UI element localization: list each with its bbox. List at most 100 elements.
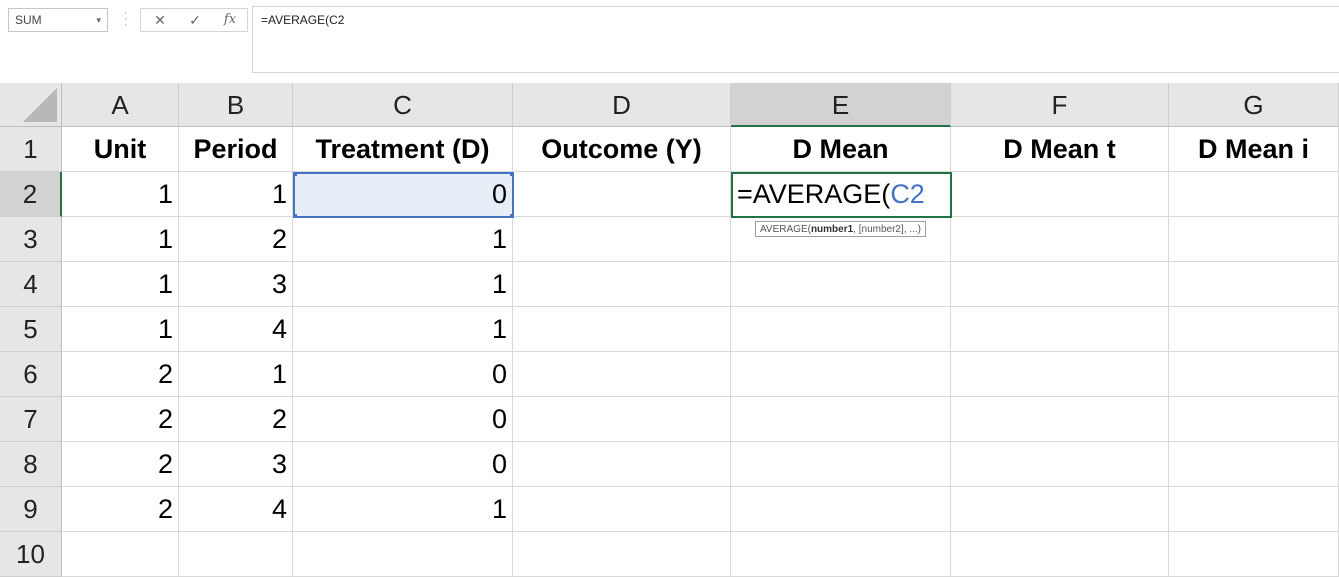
cell-d8[interactable] xyxy=(513,442,731,487)
formula-input[interactable]: =AVERAGE(C2 xyxy=(252,6,1339,73)
cell-a2[interactable]: 1 xyxy=(62,172,179,217)
column-header-f[interactable]: F xyxy=(951,83,1169,127)
row-header-2[interactable]: 2 xyxy=(0,172,62,217)
cell-d6[interactable] xyxy=(513,352,731,397)
cell-e10[interactable] xyxy=(731,532,951,577)
cell-g10[interactable] xyxy=(1169,532,1339,577)
column-header-g[interactable]: G xyxy=(1169,83,1339,127)
cell-f9[interactable] xyxy=(951,487,1169,532)
cell-c8[interactable]: 0 xyxy=(293,442,513,487)
cell-e3[interactable] xyxy=(731,217,951,262)
header-cell-g[interactable]: D Mean i xyxy=(1169,127,1339,172)
cell-b7[interactable]: 2 xyxy=(179,397,293,442)
cell-d7[interactable] xyxy=(513,397,731,442)
header-cell-b[interactable]: Period xyxy=(179,127,293,172)
cell-a9[interactable]: 2 xyxy=(62,487,179,532)
chevron-down-icon[interactable]: ▾ xyxy=(96,15,101,25)
cell-c9[interactable]: 1 xyxy=(293,487,513,532)
cell-e9[interactable] xyxy=(731,487,951,532)
select-all-button[interactable] xyxy=(0,83,62,127)
row-header-1[interactable]: 1 xyxy=(0,127,62,172)
cell-b9[interactable]: 4 xyxy=(179,487,293,532)
insert-function-icon[interactable]: fx xyxy=(223,12,237,27)
cell-e4[interactable] xyxy=(731,262,951,307)
column-header-a[interactable]: A xyxy=(62,83,179,127)
cell-b4[interactable]: 3 xyxy=(179,262,293,307)
cell-a6[interactable]: 2 xyxy=(62,352,179,397)
cell-b6[interactable]: 1 xyxy=(179,352,293,397)
cell-e8[interactable] xyxy=(731,442,951,487)
cell-g3[interactable] xyxy=(1169,217,1339,262)
cell-a7[interactable]: 2 xyxy=(62,397,179,442)
cell-g4[interactable] xyxy=(1169,262,1339,307)
cell-g7[interactable] xyxy=(1169,397,1339,442)
cell-d10[interactable] xyxy=(513,532,731,577)
cell-a3[interactable]: 1 xyxy=(62,217,179,262)
cell-b10[interactable] xyxy=(179,532,293,577)
cell-e5[interactable] xyxy=(731,307,951,352)
cell-b3[interactable]: 2 xyxy=(179,217,293,262)
row-header-6[interactable]: 6 xyxy=(0,352,62,397)
cell-c10[interactable] xyxy=(293,532,513,577)
tooltip-arg-current[interactable]: number1 xyxy=(810,224,854,235)
enter-icon[interactable]: ✓ xyxy=(189,12,201,28)
cell-d9[interactable] xyxy=(513,487,731,532)
header-cell-e[interactable]: D Mean xyxy=(731,127,951,172)
row-header-4[interactable]: 4 xyxy=(0,262,62,307)
cell-c5[interactable]: 1 xyxy=(293,307,513,352)
cell-g2[interactable] xyxy=(1169,172,1339,217)
reference-handle[interactable] xyxy=(295,214,297,216)
cell-d3[interactable] xyxy=(513,217,731,262)
cell-g9[interactable] xyxy=(1169,487,1339,532)
cell-a5[interactable]: 1 xyxy=(62,307,179,352)
cell-a4[interactable]: 1 xyxy=(62,262,179,307)
cell-b2[interactable]: 1 xyxy=(179,172,293,217)
cell-f2[interactable] xyxy=(951,172,1169,217)
cell-c6[interactable]: 0 xyxy=(293,352,513,397)
cell-e6[interactable] xyxy=(731,352,951,397)
reference-handle[interactable] xyxy=(295,174,297,176)
column-header-d[interactable]: D xyxy=(513,83,731,127)
cell-f10[interactable] xyxy=(951,532,1169,577)
reference-handle[interactable] xyxy=(510,214,512,216)
cell-f5[interactable] xyxy=(951,307,1169,352)
column-header-e[interactable]: E xyxy=(731,83,951,127)
cell-c4[interactable]: 1 xyxy=(293,262,513,307)
cell-a10[interactable] xyxy=(62,532,179,577)
cell-g8[interactable] xyxy=(1169,442,1339,487)
row-header-10[interactable]: 10 xyxy=(0,532,62,577)
cell-c7[interactable]: 0 xyxy=(293,397,513,442)
cell-e7[interactable] xyxy=(731,397,951,442)
row-header-7[interactable]: 7 xyxy=(0,397,62,442)
row-header-8[interactable]: 8 xyxy=(0,442,62,487)
cell-d4[interactable] xyxy=(513,262,731,307)
cell-g5[interactable] xyxy=(1169,307,1339,352)
column-header-b[interactable]: B xyxy=(179,83,293,127)
separator-handle[interactable]: · · · xyxy=(124,7,128,31)
cell-b5[interactable]: 4 xyxy=(179,307,293,352)
header-cell-c[interactable]: Treatment (D) xyxy=(293,127,513,172)
cell-b8[interactable]: 3 xyxy=(179,442,293,487)
cell-f4[interactable] xyxy=(951,262,1169,307)
cell-d5[interactable] xyxy=(513,307,731,352)
header-cell-d[interactable]: Outcome (Y) xyxy=(513,127,731,172)
row-header-9[interactable]: 9 xyxy=(0,487,62,532)
cancel-icon[interactable]: ✕ xyxy=(154,12,166,28)
header-cell-f[interactable]: D Mean t xyxy=(951,127,1169,172)
name-box[interactable]: SUM ▾ xyxy=(8,8,108,32)
reference-handle[interactable] xyxy=(510,174,512,176)
row-header-3[interactable]: 3 xyxy=(0,217,62,262)
cell-f7[interactable] xyxy=(951,397,1169,442)
cell-a8[interactable]: 2 xyxy=(62,442,179,487)
row-header-5[interactable]: 5 xyxy=(0,307,62,352)
header-cell-a[interactable]: Unit xyxy=(62,127,179,172)
cell-f3[interactable] xyxy=(951,217,1169,262)
tooltip-function[interactable]: AVERAGE( xyxy=(760,224,811,235)
editing-cell-e2[interactable]: =AVERAGE(C2 xyxy=(731,172,952,218)
cell-g6[interactable] xyxy=(1169,352,1339,397)
cell-f6[interactable] xyxy=(951,352,1169,397)
cell-c3[interactable]: 1 xyxy=(293,217,513,262)
cell-f8[interactable] xyxy=(951,442,1169,487)
column-header-c[interactable]: C xyxy=(293,83,513,127)
cell-d2[interactable] xyxy=(513,172,731,217)
